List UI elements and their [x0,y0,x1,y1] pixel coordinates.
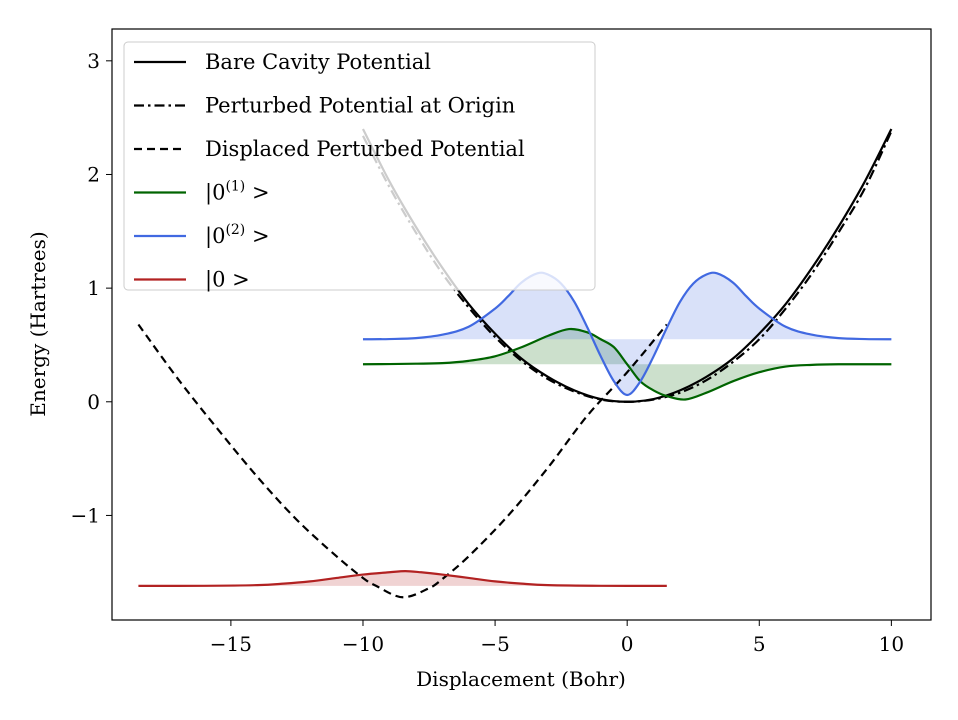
y-tick-label: 1 [87,276,100,300]
series-fill-4 [362,272,892,395]
legend-label-1: Perturbed Potential at Origin [205,94,515,118]
series-line-5 [138,570,667,587]
y-tick-label: 0 [87,390,100,414]
y-axis-ticks: −1 0 1 2 3 [71,49,112,527]
series-line-4 [362,271,892,397]
plot-frame [111,28,932,621]
x-tick-label: 0 [621,632,634,656]
y-tick-label: 2 [87,162,100,186]
x-tick-label: −15 [210,632,252,656]
legend-label-4: |0(2) > [205,222,270,249]
x-axis-label: Displacement (Bohr) [416,667,626,691]
legend-label-2: Displaced Perturbed Potential [205,137,525,161]
legend: Bare Cavity Potential Perturbed Potential… [123,41,596,293]
legend-label-0: Bare Cavity Potential [205,50,431,74]
legend-label-5: |0 > [205,268,250,293]
legend-label-3: |0(1) > [205,179,270,206]
x-tick-label: −5 [480,632,509,656]
x-tick-label: 10 [879,632,904,656]
x-tick-label: −10 [342,632,384,656]
series-line-2 [137,323,668,599]
y-tick-label: 3 [87,49,100,73]
y-tick-label: −1 [71,503,100,527]
wavefunction-fills [138,272,892,586]
series-fill-5 [138,571,667,586]
legend-box [123,41,596,291]
x-axis-ticks: −15 −10 −5 0 5 10 [210,620,904,656]
x-tick-label: 5 [753,632,766,656]
y-axis-label: Energy (Hartrees) [26,231,50,416]
series-line-3 [362,327,892,401]
